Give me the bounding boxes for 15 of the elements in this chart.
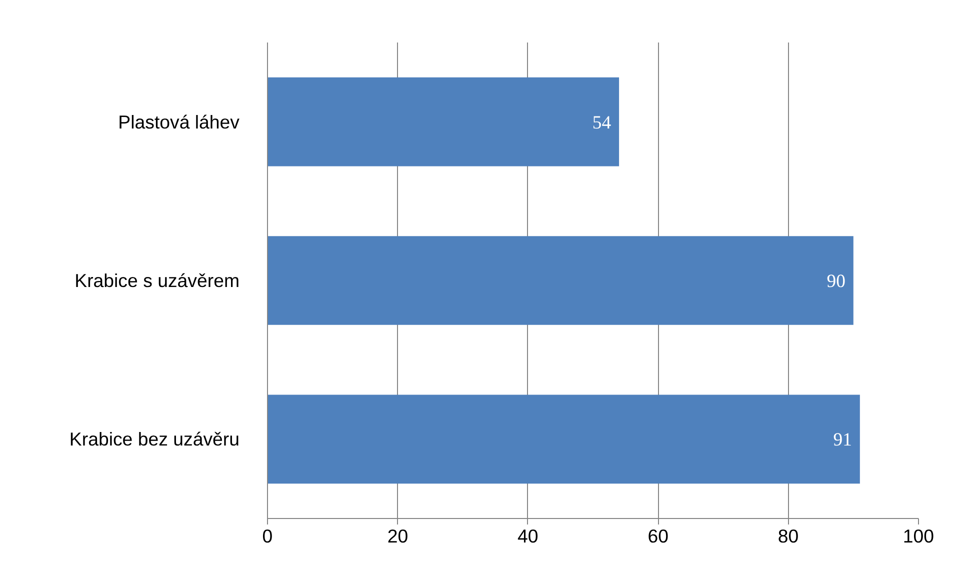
x-tick-label: 60 <box>648 526 668 546</box>
data-label: 91 <box>833 430 852 451</box>
y-tick-label: Krabice s uzávěrem <box>74 270 240 291</box>
bar <box>268 394 860 484</box>
x-tick-label: 80 <box>778 526 799 546</box>
bar <box>268 236 854 325</box>
y-tick-label: Plastová láhev <box>118 111 240 132</box>
x-tick-label: 20 <box>387 526 408 546</box>
x-tick-label: 40 <box>518 526 538 546</box>
data-label: 90 <box>826 271 846 292</box>
x-tick-label: 0 <box>262 526 273 546</box>
x-tick-label: 100 <box>902 526 934 546</box>
data-label: 54 <box>592 112 612 134</box>
bar <box>268 77 620 166</box>
y-tick-label: Krabice bez uzávěru <box>69 428 240 450</box>
